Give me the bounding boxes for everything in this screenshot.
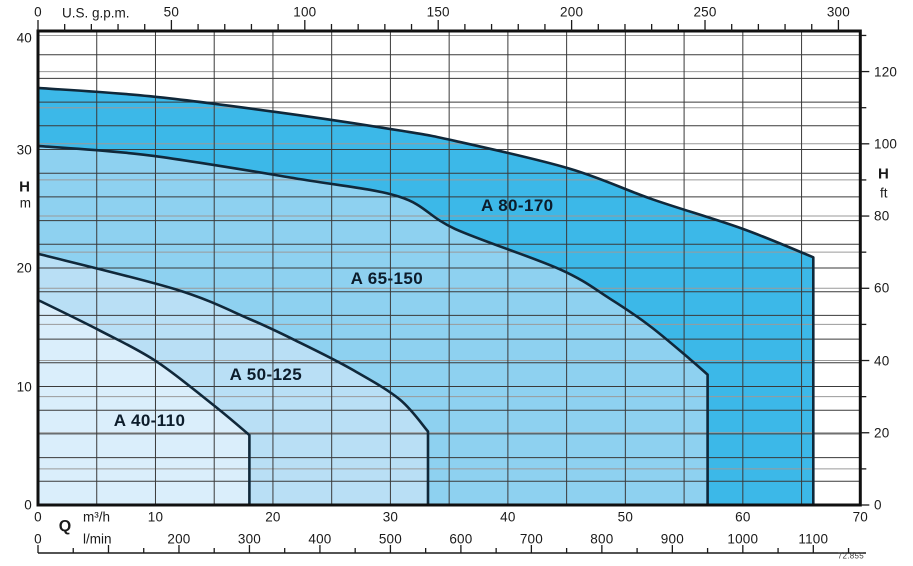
curve-a-80-170	[36, 86, 815, 507]
curve-a-40-110	[36, 298, 251, 507]
area-a-40-110	[38, 300, 250, 505]
curve-a-65-150	[36, 144, 709, 507]
plot-border	[36, 29, 862, 507]
curve-a-50-125	[36, 252, 430, 507]
